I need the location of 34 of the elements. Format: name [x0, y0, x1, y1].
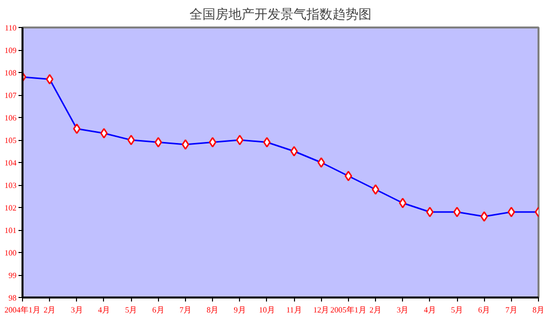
x-tick-label: 7月	[505, 306, 518, 314]
x-tick-label: 2月	[44, 306, 56, 314]
x-tick-label: 5月	[125, 306, 138, 314]
y-tick-label: 109	[4, 46, 16, 55]
x-tick-label: 3月	[70, 306, 83, 314]
y-tick-label: 102	[4, 204, 16, 212]
x-tick-label: 5月	[451, 306, 464, 314]
x-tick-label: 3月	[396, 306, 409, 314]
y-tick-label: 99	[8, 271, 16, 280]
x-tick-label: 2月	[370, 306, 382, 314]
y-tick-label: 101	[4, 226, 16, 235]
x-tick-label: 12月	[313, 306, 330, 314]
y-tick-label: 107	[4, 91, 16, 100]
x-tick-label: 6月	[478, 306, 490, 314]
y-tick-label: 98	[8, 294, 16, 302]
y-tick-label: 106	[4, 114, 16, 122]
x-tick-label: 8月	[206, 306, 219, 314]
x-tick-label: 4月	[98, 306, 110, 314]
y-tick-label: 103	[4, 181, 16, 190]
x-tick-label: 2005年1月	[330, 306, 366, 314]
y-tick-label: 108	[4, 68, 16, 78]
x-tick-label: 10月	[258, 306, 275, 314]
chart-title: 全国房地产开发景气指数趋势图	[190, 6, 372, 22]
x-tick-label: 8月	[532, 306, 544, 314]
y-tick-label: 100	[4, 248, 16, 258]
x-tick-label: 11月	[286, 306, 302, 314]
x-tick-label: 4月	[424, 306, 436, 314]
x-tick-label: 2004年1月	[4, 306, 40, 314]
y-tick-label: 104	[4, 158, 16, 168]
y-tick-label: 105	[4, 136, 16, 145]
x-tick-label: 9月	[234, 306, 246, 314]
y-tick-label: 110	[4, 24, 16, 32]
x-tick-label: 7月	[179, 306, 192, 314]
x-tick-label: 6月	[152, 306, 164, 314]
